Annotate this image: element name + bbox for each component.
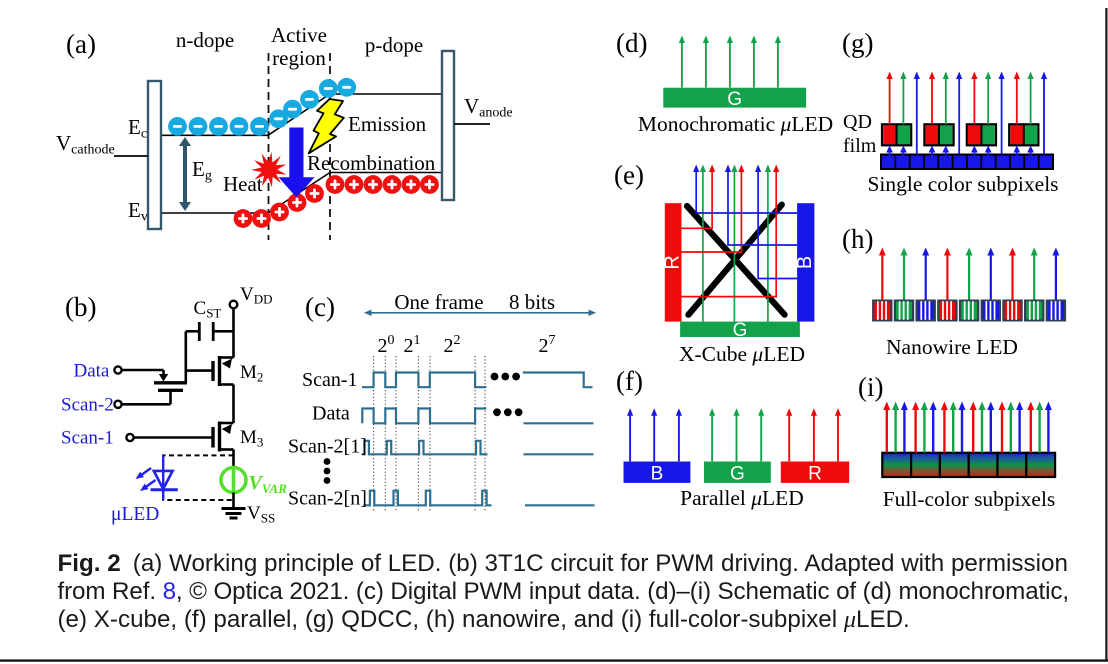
svg-text:(e): (e)	[614, 160, 644, 190]
svg-text:G: G	[730, 464, 745, 485]
svg-text:Heat: Heat	[223, 172, 263, 196]
svg-text:(b): (b)	[65, 292, 96, 322]
svg-text:(a): (a)	[66, 29, 96, 59]
svg-text:(g): (g)	[842, 28, 873, 58]
svg-text:Parallel μLED: Parallel μLED	[680, 486, 804, 510]
svg-text:(e) X-cube, (f) parallel, (g): (e) X-cube, (f) parallel, (g) QDCC, (h) …	[58, 606, 910, 633]
svg-text:(h): (h)	[842, 224, 873, 254]
svg-text:R: R	[808, 464, 822, 485]
svg-text:B: B	[651, 464, 664, 485]
svg-text:Vanode: Vanode	[464, 94, 513, 121]
svg-text:(i): (i)	[858, 372, 883, 402]
svg-text:Monochromatic μLED: Monochromatic μLED	[638, 112, 833, 136]
svg-text:One frame: One frame	[394, 290, 483, 314]
svg-text:Scan-1: Scan-1	[61, 428, 114, 449]
svg-text:Data: Data	[74, 361, 110, 382]
svg-text:from Ref. 8, © Optica 2021. (c: from Ref. 8, © Optica 2021. (c) Digital …	[58, 578, 1070, 605]
svg-text:(c): (c)	[305, 292, 335, 322]
svg-text:8 bits: 8 bits	[509, 290, 555, 314]
svg-text:Nanowire LED: Nanowire LED	[886, 335, 1018, 359]
svg-text:Data: Data	[312, 402, 350, 424]
svg-text:G: G	[727, 89, 742, 110]
svg-text:Active: Active	[271, 23, 327, 47]
svg-text:QD: QD	[843, 111, 872, 133]
svg-text:Scan-2[1]: Scan-2[1]	[288, 436, 367, 458]
svg-text:Single color subpixels: Single color subpixels	[867, 172, 1058, 196]
svg-text:Full-color subpixels: Full-color subpixels	[883, 487, 1056, 511]
svg-text:(d): (d)	[616, 28, 647, 58]
svg-text:Recombination: Recombination	[307, 151, 436, 175]
svg-text:G: G	[733, 320, 748, 341]
svg-text:(f): (f)	[616, 366, 643, 396]
svg-text:R: R	[661, 255, 683, 269]
svg-text:region: region	[272, 46, 326, 70]
svg-text:Scan-2: Scan-2	[61, 395, 114, 416]
svg-text:n-dope: n-dope	[176, 28, 234, 52]
svg-text:Scan-1: Scan-1	[302, 369, 358, 391]
svg-text:film: film	[843, 135, 877, 157]
svg-text:p-dope: p-dope	[365, 33, 423, 57]
svg-text:X-Cube μLED: X-Cube μLED	[679, 342, 805, 366]
svg-text:Fig. 2 (a) Working principle o: Fig. 2 (a) Working principle of LED. (b)…	[58, 550, 1068, 577]
svg-text:Emission: Emission	[348, 112, 427, 136]
svg-text:B: B	[794, 256, 816, 269]
svg-text:μLED: μLED	[111, 504, 159, 525]
svg-text:Scan-2[n]: Scan-2[n]	[288, 488, 367, 510]
